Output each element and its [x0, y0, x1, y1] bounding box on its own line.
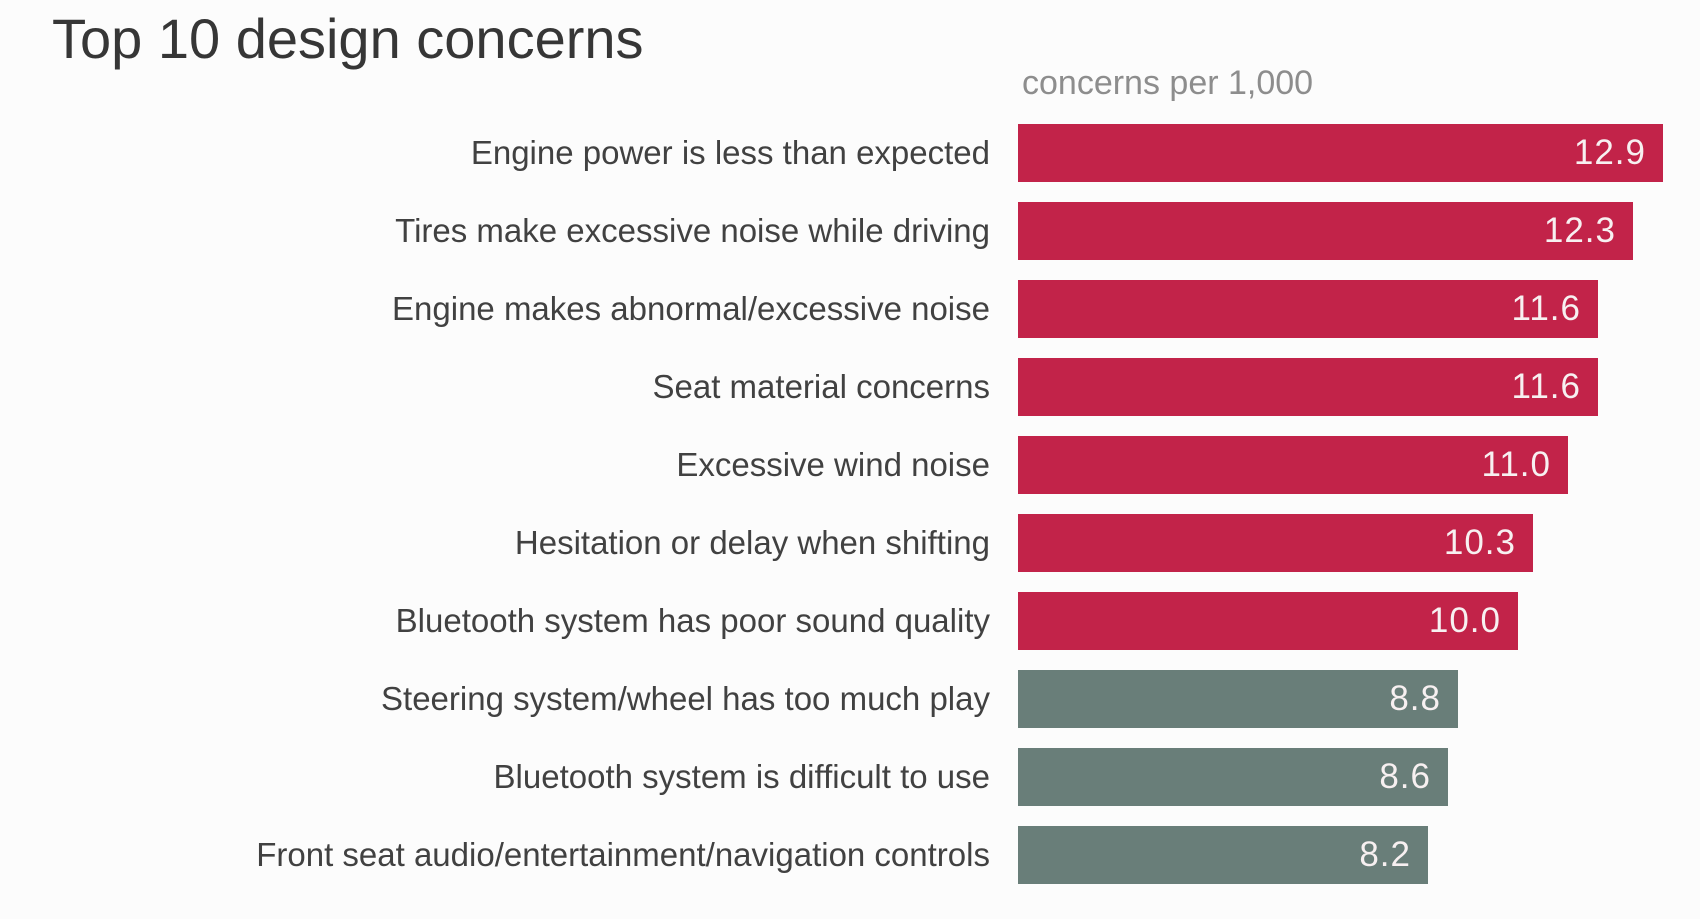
category-label: Steering system/wheel has too much play	[381, 680, 990, 717]
bar-area: 11.6	[1018, 358, 1700, 416]
bar: 11.6	[1018, 358, 1598, 416]
bar-value-label: 11.0	[1481, 445, 1551, 484]
category-label: Engine makes abnormal/excessive noise	[392, 290, 990, 327]
bar-area: 12.3	[1018, 202, 1700, 260]
bar: 8.6	[1018, 748, 1448, 806]
bar-row: Engine power is less than expected 12.9	[0, 124, 1700, 182]
bar-area: 8.8	[1018, 670, 1700, 728]
bar: 8.2	[1018, 826, 1428, 884]
bar-row: Tires make excessive noise while driving…	[0, 202, 1700, 260]
bar-area: 11.6	[1018, 280, 1700, 338]
bar: 11.0	[1018, 436, 1568, 494]
bar: 10.3	[1018, 514, 1533, 572]
bar: 12.9	[1018, 124, 1663, 182]
bar-area: 10.0	[1018, 592, 1700, 650]
bar-row: Seat material concerns 11.6	[0, 358, 1700, 416]
bar-area: 8.6	[1018, 748, 1700, 806]
bar-value-label: 8.2	[1359, 835, 1411, 874]
bar-row: Front seat audio/entertainment/navigatio…	[0, 826, 1700, 884]
bar: 8.8	[1018, 670, 1458, 728]
category-label: Bluetooth system is difficult to use	[493, 758, 990, 795]
bar-value-label: 10.3	[1443, 523, 1516, 562]
bar-value-label: 11.6	[1511, 289, 1581, 328]
bar-value-label: 8.6	[1379, 757, 1431, 796]
bar-area: 12.9	[1018, 124, 1700, 182]
bar: 10.0	[1018, 592, 1518, 650]
category-label: Seat material concerns	[652, 368, 991, 405]
chart-subtitle: concerns per 1,000	[1022, 64, 1314, 102]
category-label: Front seat audio/entertainment/navigatio…	[256, 836, 990, 873]
bar-row: Excessive wind noise 11.0	[0, 436, 1700, 494]
bar-value-label: 12.9	[1573, 133, 1646, 172]
bar-area: 8.2	[1018, 826, 1700, 884]
bar-area: 10.3	[1018, 514, 1700, 572]
bar-row: Bluetooth system is difficult to use 8.6	[0, 748, 1700, 806]
category-label: Excessive wind noise	[676, 446, 990, 483]
bar-row: Hesitation or delay when shifting 10.3	[0, 514, 1700, 572]
bar-value-label: 8.8	[1389, 679, 1441, 718]
category-label: Bluetooth system has poor sound quality	[395, 602, 990, 639]
chart-title: Top 10 design concerns	[52, 7, 644, 70]
bar-value-label: 12.3	[1543, 211, 1616, 250]
bar: 11.6	[1018, 280, 1598, 338]
category-label: Engine power is less than expected	[470, 134, 990, 171]
bar-value-label: 10.0	[1428, 601, 1501, 640]
bar: 12.3	[1018, 202, 1633, 260]
bar-row: Steering system/wheel has too much play 8…	[0, 670, 1700, 728]
category-label: Hesitation or delay when shifting	[514, 524, 990, 561]
bar-row: Bluetooth system has poor sound quality 1…	[0, 592, 1700, 650]
bar-area: 11.0	[1018, 436, 1700, 494]
bar-row: Engine makes abnormal/excessive noise 11.…	[0, 280, 1700, 338]
category-label: Tires make excessive noise while driving	[395, 212, 990, 249]
bar-value-label: 11.6	[1511, 367, 1581, 406]
bar-rows: Engine power is less than expected 12.9 Ti…	[0, 124, 1700, 904]
